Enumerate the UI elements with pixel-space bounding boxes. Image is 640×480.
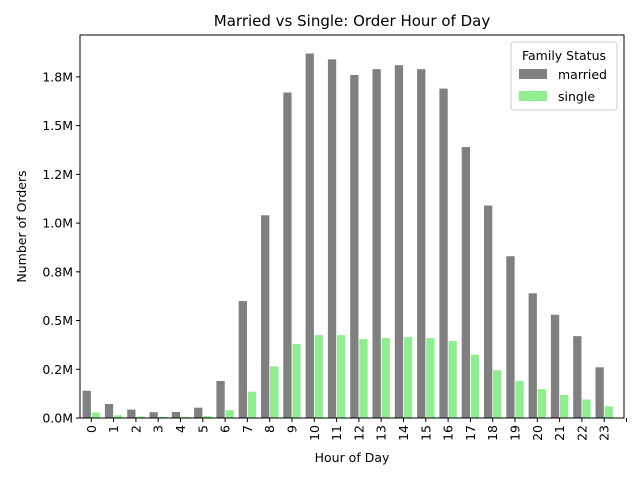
- x-axis: 0 1 2 3 4 5 6 7 8 9 10 11 12 13 14 15 16 17 18 19 20 21 22 23: [84, 418, 627, 441]
- x-tick-label: 20: [530, 425, 545, 441]
- bar-single-14: [403, 337, 413, 418]
- x-tick-label: 14: [396, 425, 411, 441]
- x-tick-label: 21: [552, 425, 567, 441]
- y-axis-label: Number of Orders: [14, 170, 29, 282]
- x-tick-label: 10: [307, 425, 322, 441]
- y-tick-label: 0.5M: [42, 313, 73, 328]
- x-tick-label: 9: [285, 425, 300, 433]
- bars-group: [82, 53, 613, 419]
- x-tick-label: 5: [195, 425, 210, 433]
- bar-single-20: [537, 389, 546, 418]
- bar-single-0: [91, 412, 100, 418]
- chart-title: Married vs Single: Order Hour of Day: [214, 12, 491, 30]
- bar-married-16: [439, 88, 448, 418]
- bar-single-9: [292, 343, 301, 418]
- bar-married-11: [327, 59, 337, 419]
- x-tick-label: 18: [485, 425, 500, 441]
- x-tick-label: 6: [218, 425, 233, 433]
- y-axis: 0.0M 0.2M 0.5M 0.8M 1.0M 1.2M 1.5M 1.8M: [42, 69, 80, 426]
- bar-single-19: [515, 380, 524, 418]
- bar-single-18: [493, 370, 502, 418]
- x-tick-label: 0: [84, 425, 99, 433]
- legend-title: Family Status: [522, 48, 606, 63]
- x-axis-label: Hour of Day: [315, 450, 390, 465]
- bar-married-3: [149, 412, 158, 418]
- bar-single-6: [225, 410, 234, 418]
- x-tick-label: 3: [151, 425, 166, 433]
- bar-married-13: [372, 69, 381, 419]
- bar-married-2: [127, 409, 136, 418]
- bar-single-3: [158, 416, 167, 418]
- bar-married-19: [506, 256, 515, 418]
- legend: Family Status married single: [510, 41, 618, 111]
- bar-single-10: [314, 335, 323, 418]
- bar-single-5: [203, 416, 212, 418]
- bar-married-7: [238, 301, 247, 418]
- bar-single-8: [270, 366, 279, 418]
- bar-married-20: [528, 293, 537, 418]
- bar-married-23: [595, 367, 604, 418]
- y-tick-label: 0.8M: [42, 264, 73, 279]
- bar-single-16: [448, 341, 457, 418]
- legend-swatch-single: [519, 91, 547, 101]
- x-tick-label: 17: [463, 425, 478, 441]
- bar-married-10: [305, 53, 314, 419]
- bar-married-15: [417, 69, 426, 419]
- plot-frame: [79, 34, 625, 419]
- x-tick-label: 22: [574, 425, 589, 441]
- bar-single-22: [582, 399, 591, 418]
- bar-married-12: [350, 74, 359, 419]
- x-tick-label: 7: [240, 425, 255, 433]
- bar-married-18: [484, 205, 493, 418]
- bar-married-8: [261, 215, 270, 418]
- bar-married-4: [171, 411, 181, 418]
- x-tick-label: 16: [441, 425, 456, 441]
- bar-single-11: [337, 335, 346, 418]
- bar-single-1: [114, 415, 123, 418]
- bar-married-6: [216, 380, 225, 418]
- bar-single-17: [470, 354, 480, 418]
- bar-married-14: [394, 65, 404, 419]
- x-tick-label: 4: [173, 425, 188, 433]
- bar-married-0: [82, 390, 91, 418]
- bar-married-17: [461, 147, 470, 418]
- x-tick-label: 11: [329, 425, 344, 441]
- x-tick-label: 2: [128, 425, 143, 433]
- y-tick-label: 1.8M: [42, 69, 73, 84]
- x-tick-label: 13: [374, 425, 389, 441]
- x-tick-label: 1: [106, 425, 121, 433]
- bar-married-21: [550, 314, 560, 418]
- y-tick-label: 1.5M: [42, 118, 73, 133]
- bar-single-12: [359, 339, 368, 418]
- bar-married-5: [194, 407, 203, 418]
- y-tick-label: 0.2M: [42, 362, 73, 377]
- bar-single-7: [247, 391, 257, 418]
- legend-label-single: single: [558, 89, 595, 104]
- bar-single-21: [560, 395, 569, 418]
- bar-married-22: [573, 336, 582, 418]
- x-tick-label: 8: [262, 425, 277, 433]
- bar-single-23: [604, 406, 613, 418]
- bar-single-13: [381, 338, 390, 418]
- x-tick-label: 23: [597, 425, 612, 441]
- bar-single-4: [180, 416, 190, 418]
- legend-swatch-married: [519, 69, 547, 79]
- x-tick-label: 19: [508, 425, 523, 441]
- bar-single-2: [136, 416, 145, 418]
- bar-married-9: [283, 92, 292, 418]
- y-tick-label: 1.2M: [42, 167, 73, 182]
- y-tick-label: 0.0M: [42, 411, 73, 426]
- bar-single-15: [426, 338, 435, 418]
- legend-label-married: married: [558, 67, 607, 82]
- y-tick-label: 1.0M: [42, 216, 73, 231]
- x-tick-label: 15: [418, 425, 433, 441]
- x-tick-label: 12: [351, 425, 366, 441]
- bar-married-1: [104, 403, 114, 418]
